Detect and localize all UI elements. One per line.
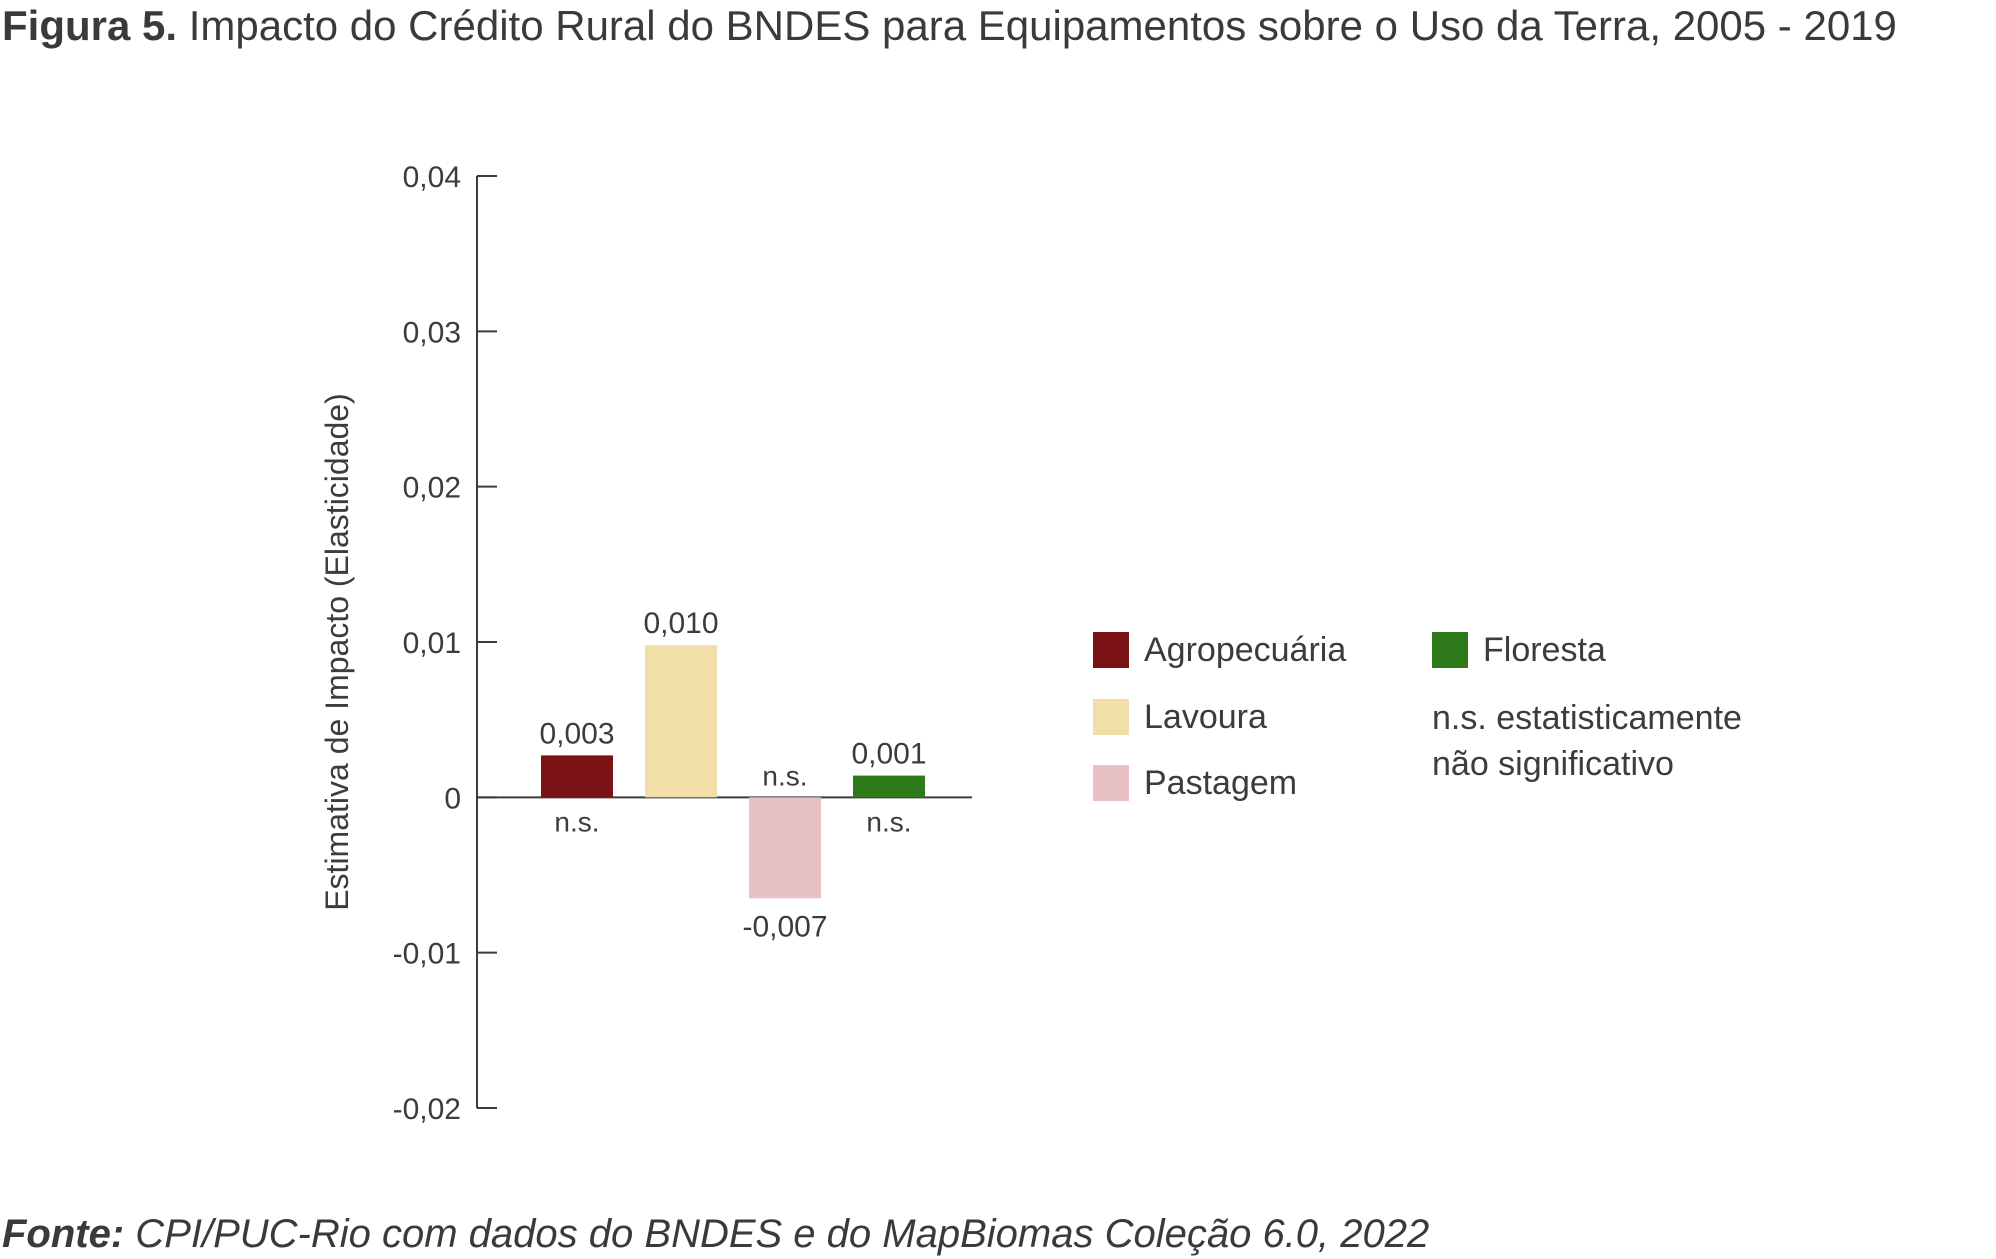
figure-source: Fonte: CPI/PUC-Rio com dados do BNDES e …	[2, 1212, 1429, 1257]
legend-note-line2: não significativo	[1432, 745, 1674, 783]
significance-label: n.s.	[866, 806, 911, 837]
y-tick-label: -0,01	[393, 938, 461, 971]
y-tick-label: -0,02	[393, 1093, 461, 1126]
legend-swatch	[1093, 765, 1129, 801]
figure-title-lead: Figura 5.	[2, 2, 178, 49]
legend-label: Agropecuária	[1144, 631, 1346, 669]
significance-label: n.s.	[554, 806, 599, 837]
y-tick-label: 0	[444, 782, 461, 815]
figure-source-lead: Fonte:	[2, 1212, 125, 1256]
y-tick-label: 0,02	[403, 472, 461, 505]
y-axis-title: Estimativa de Impacto (Elasticidade)	[319, 393, 355, 911]
legend-label: Pastagem	[1144, 764, 1297, 802]
figure-source-text: CPI/PUC-Rio com dados do BNDES e do MapB…	[124, 1212, 1430, 1256]
bar-value-label: 0,010	[643, 607, 718, 640]
bar-value-label: -0,007	[742, 910, 827, 943]
y-tick-label: 0,03	[403, 316, 461, 349]
bar-floresta	[853, 775, 925, 798]
bar-value-label: 0,001	[851, 738, 926, 771]
bar-value-label: 0,003	[539, 717, 614, 750]
legend-swatch	[1093, 632, 1129, 668]
significance-label: n.s.	[762, 760, 807, 791]
bar-pastagem	[749, 797, 821, 899]
figure-title-text: Impacto do Crédito Rural do BNDES para E…	[177, 2, 1897, 49]
figure-title: Figura 5. Impacto do Crédito Rural do BN…	[2, 2, 1897, 50]
y-tick-label: 0,04	[403, 161, 461, 194]
legend-note-line1: n.s. estatisticamente	[1432, 699, 1742, 737]
bar-lavoura	[645, 645, 717, 798]
legend-swatch	[1093, 699, 1129, 735]
legend-label: Floresta	[1483, 631, 1606, 669]
legend-label: Lavoura	[1144, 698, 1267, 736]
bar-agropecuária	[541, 755, 613, 798]
legend-swatch	[1432, 632, 1468, 668]
y-tick-label: 0,01	[403, 627, 461, 660]
